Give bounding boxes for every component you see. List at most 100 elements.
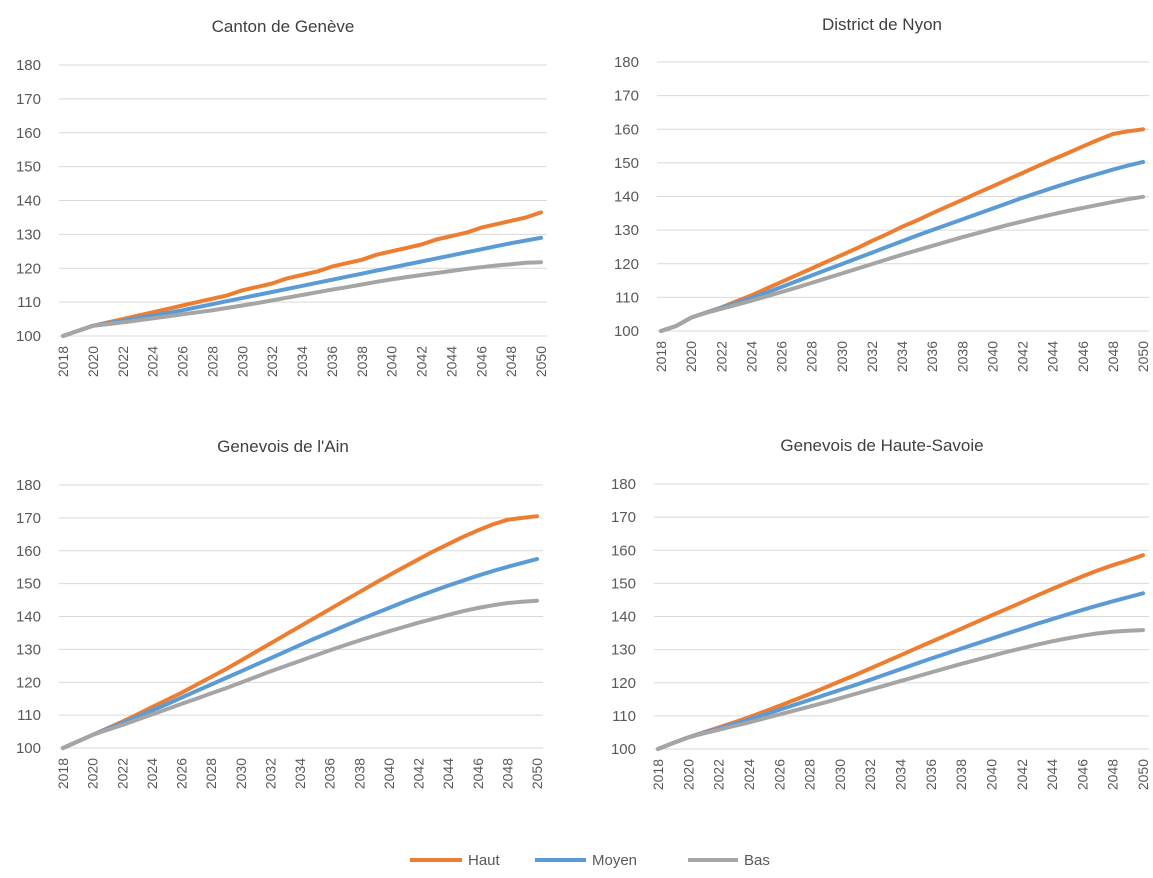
x-tick-label: 2024 xyxy=(145,346,161,377)
x-tick-label: 2040 xyxy=(984,341,1000,372)
y-tick-label: 170 xyxy=(16,91,41,108)
x-tick-label: 2024 xyxy=(743,341,759,372)
x-tick-label: 2042 xyxy=(411,758,427,789)
x-tick-label: 2018 xyxy=(650,759,666,790)
series-line-bas xyxy=(659,194,1145,333)
y-tick-label: 150 xyxy=(611,575,636,592)
legend-item-moyen: Moyen xyxy=(535,852,637,869)
y-tick-label: 100 xyxy=(614,323,639,340)
y-tick-label: 160 xyxy=(16,125,41,142)
x-tick-label: 2032 xyxy=(264,346,280,377)
series-line-moyen xyxy=(61,557,539,750)
y-tick-label: 150 xyxy=(16,159,41,176)
y-tick-label: 110 xyxy=(17,294,41,311)
y-tick-label: 110 xyxy=(17,707,41,724)
x-tick-label: 2020 xyxy=(680,759,696,790)
y-tick-label: 130 xyxy=(611,642,636,659)
x-tick-label: 2038 xyxy=(351,758,367,789)
y-tick-label: 110 xyxy=(612,708,636,725)
chart-title: Genevois de l'Ain xyxy=(217,437,349,456)
legend-label: Moyen xyxy=(592,852,637,869)
legend-item-haut: Haut xyxy=(410,852,501,869)
y-tick-label: 130 xyxy=(16,226,41,243)
x-tick-label: 2032 xyxy=(862,759,878,790)
x-tick-label: 2044 xyxy=(1044,759,1060,790)
y-tick-label: 100 xyxy=(611,741,636,758)
x-tick-label: 2048 xyxy=(499,758,515,789)
y-tick-label: 120 xyxy=(16,674,41,691)
x-tick-label: 2034 xyxy=(893,759,909,790)
x-tick-label: 2046 xyxy=(473,346,489,377)
series-line-bas xyxy=(656,628,1145,751)
x-tick-label: 2018 xyxy=(55,758,71,789)
x-tick-label: 2028 xyxy=(204,346,220,377)
x-tick-label: 2030 xyxy=(834,341,850,372)
x-tick-label: 2026 xyxy=(174,758,190,789)
x-tick-label: 2050 xyxy=(1135,759,1151,790)
y-tick-label: 110 xyxy=(615,289,639,306)
x-tick-label: 2028 xyxy=(804,341,820,372)
legend: Haut Moyen Bas xyxy=(410,852,770,869)
x-tick-label: 2050 xyxy=(1135,341,1151,372)
x-tick-label: 2046 xyxy=(1074,759,1090,790)
y-tick-label: 160 xyxy=(16,543,41,560)
x-tick-label: 2050 xyxy=(529,758,545,789)
x-tick-label: 2036 xyxy=(322,758,338,789)
y-tick-label: 150 xyxy=(614,155,639,172)
x-tick-label: 2018 xyxy=(55,346,71,377)
x-tick-label: 2034 xyxy=(292,758,308,789)
y-tick-label: 120 xyxy=(614,256,639,273)
x-tick-label: 2028 xyxy=(802,759,818,790)
x-tick-label: 2044 xyxy=(443,346,459,377)
x-tick-label: 2022 xyxy=(114,758,130,789)
chart-title: Canton de Genève xyxy=(212,17,355,36)
x-tick-label: 2026 xyxy=(175,346,191,377)
x-tick-label: 2038 xyxy=(354,346,370,377)
chart-panel-4: Genevois de Haute-Savoie 100 110 120 130 140 1… xyxy=(611,436,1151,790)
series-line-bas xyxy=(61,598,539,750)
x-tick-label: 2048 xyxy=(1105,341,1121,372)
x-tick-label: 2046 xyxy=(470,758,486,789)
y-tick-label: 170 xyxy=(16,510,41,527)
x-tick-label: 2022 xyxy=(115,346,131,377)
x-tick-label: 2036 xyxy=(924,341,940,372)
y-tick-label: 180 xyxy=(614,54,639,71)
chart-panel-3: Genevois de l'Ain 100 110 120 130 140 150 160 17… xyxy=(16,437,545,789)
series-line-moyen xyxy=(61,235,543,338)
x-tick-label: 2020 xyxy=(85,758,101,789)
x-tick-label: 2044 xyxy=(440,758,456,789)
x-tick-label: 2036 xyxy=(324,346,340,377)
y-tick-label: 130 xyxy=(614,222,639,239)
y-tick-label: 170 xyxy=(611,509,636,526)
x-tick-label: 2030 xyxy=(233,758,249,789)
x-tick-label: 2030 xyxy=(832,759,848,790)
series-line-moyen xyxy=(656,591,1145,751)
y-tick-label: 120 xyxy=(611,675,636,692)
x-tick-label: 2048 xyxy=(503,346,519,377)
x-tick-label: 2026 xyxy=(774,341,790,372)
x-tick-label: 2034 xyxy=(294,346,310,377)
y-tick-label: 100 xyxy=(16,328,41,345)
x-tick-label: 2042 xyxy=(1015,341,1031,372)
x-tick-label: 2034 xyxy=(894,341,910,372)
x-tick-label: 2028 xyxy=(203,758,219,789)
y-tick-label: 140 xyxy=(614,189,639,206)
y-tick-label: 130 xyxy=(16,641,41,658)
x-tick-label: 2040 xyxy=(384,346,400,377)
x-tick-label: 2050 xyxy=(533,346,549,377)
y-tick-label: 180 xyxy=(16,57,41,74)
x-tick-label: 2018 xyxy=(653,341,669,372)
series-line-bas xyxy=(61,260,543,338)
chart-title: District de Nyon xyxy=(822,15,942,34)
x-tick-label: 2040 xyxy=(983,759,999,790)
x-tick-label: 2022 xyxy=(713,341,729,372)
y-tick-label: 160 xyxy=(614,121,639,138)
y-tick-label: 170 xyxy=(614,88,639,105)
y-tick-label: 150 xyxy=(16,576,41,593)
series-line-haut xyxy=(61,514,539,750)
legend-item-bas: Bas xyxy=(688,852,770,869)
x-tick-label: 2020 xyxy=(683,341,699,372)
legend-label: Haut xyxy=(468,852,501,869)
y-tick-label: 160 xyxy=(611,542,636,559)
chart-panel-2: District de Nyon 100 110 120 130 140 150 160 170… xyxy=(614,15,1151,372)
